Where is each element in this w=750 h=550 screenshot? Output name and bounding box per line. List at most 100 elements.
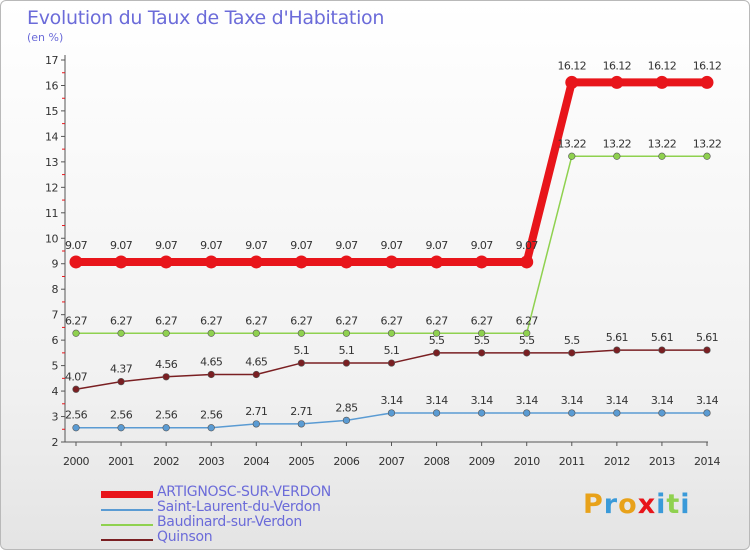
y-tick-label: 10: [45, 232, 58, 245]
legend-swatch: [101, 491, 153, 498]
data-point: [342, 416, 351, 424]
x-tick-label: 2005: [288, 455, 314, 468]
data-label: 13.22: [693, 137, 722, 150]
legend-swatch: [101, 524, 153, 526]
data-label: 3.14: [696, 394, 719, 407]
data-label: 4.37: [110, 363, 133, 376]
data-label: 5.61: [651, 331, 673, 344]
data-point: [610, 75, 624, 89]
data-label: 16.12: [558, 59, 587, 72]
logo-letter: o: [618, 489, 638, 520]
data-point: [523, 409, 531, 417]
x-tick-label: 2006: [333, 455, 359, 468]
data-label: 5.5: [564, 334, 580, 347]
data-point: [613, 346, 621, 354]
x-tick-label: 2002: [153, 455, 179, 468]
data-point: [613, 409, 621, 417]
data-point: [568, 349, 576, 357]
data-point: [430, 255, 444, 269]
x-tick-label: 2013: [649, 455, 675, 468]
data-point: [159, 255, 173, 269]
data-label: 3.14: [426, 394, 449, 407]
x-tick-label: 2003: [198, 455, 224, 468]
data-point: [432, 329, 441, 337]
data-label: 4.56: [155, 358, 178, 371]
data-label: 6.27: [335, 314, 358, 327]
y-tick-label: 13: [45, 156, 58, 169]
legend-label: Baudinard-sur-Verdon: [157, 514, 302, 530]
data-label: 2.85: [335, 401, 358, 414]
data-label: 9.07: [110, 239, 133, 252]
data-point: [252, 370, 260, 379]
data-label: 13.22: [603, 137, 632, 150]
data-label: 6.27: [245, 314, 268, 327]
data-label: 5.61: [696, 331, 718, 344]
data-point: [207, 329, 215, 337]
data-label: 5.5: [474, 334, 490, 347]
data-point: [207, 424, 215, 432]
data-point: [568, 152, 576, 160]
data-point: [162, 373, 170, 381]
data-label: 9.07: [380, 239, 403, 252]
data-label: 9.07: [290, 239, 313, 252]
data-label: 4.07: [65, 370, 88, 383]
logo-letter: r: [603, 489, 619, 520]
data-label: 9.07: [516, 239, 539, 252]
logo-letter: i: [680, 489, 691, 520]
legend-item: ARTIGNOSC-SUR-VERDON: [101, 484, 501, 501]
x-tick-label: 2014: [694, 455, 720, 468]
data-point: [658, 346, 666, 354]
data-label: 6.27: [110, 314, 133, 327]
logo-letter: i: [656, 489, 667, 520]
data-label: 2.56: [110, 409, 133, 422]
data-label: 2.56: [65, 409, 88, 422]
x-tick-label: 2000: [63, 455, 89, 468]
data-label: 5.1: [384, 344, 400, 357]
data-point: [162, 424, 170, 432]
legend-label: Quinson: [157, 529, 213, 545]
data-point: [114, 255, 128, 269]
chart-subtitle: (en %): [27, 31, 64, 44]
data-label: 2.71: [290, 405, 312, 418]
y-tick-label: 4: [52, 385, 59, 398]
legend-swatch: [101, 509, 153, 511]
x-tick-label: 2007: [379, 455, 405, 468]
data-label: 2.56: [200, 409, 223, 422]
y-tick-label: 12: [45, 181, 58, 194]
data-label: 9.07: [335, 239, 358, 252]
data-point: [565, 75, 579, 89]
data-point: [703, 152, 711, 160]
data-label: 3.14: [516, 394, 539, 407]
data-point: [249, 255, 263, 269]
data-point: [475, 255, 489, 269]
data-point: [387, 359, 396, 367]
data-label: 3.14: [561, 394, 584, 407]
data-label: 6.27: [65, 314, 88, 327]
y-tick-label: 9: [52, 258, 59, 271]
data-point: [703, 346, 711, 354]
logo-letter: t: [666, 489, 681, 520]
x-tick-label: 2010: [514, 455, 540, 468]
data-point: [72, 385, 80, 393]
legend-item: Baudinard-sur-Verdon: [101, 514, 501, 531]
data-point: [339, 255, 353, 269]
data-label: 9.07: [200, 239, 223, 252]
data-point: [162, 329, 170, 337]
data-point: [658, 409, 666, 417]
data-point: [523, 329, 531, 337]
data-point: [658, 152, 666, 160]
y-tick-label: 2: [52, 436, 59, 449]
data-label: 3.14: [380, 394, 403, 407]
data-point: [252, 420, 260, 428]
data-label: 16.12: [693, 59, 722, 72]
data-label: 9.07: [155, 239, 178, 252]
y-tick-label: 5: [52, 360, 59, 373]
data-point: [117, 424, 125, 432]
series-line: [76, 78, 707, 266]
logo-letter: P: [583, 489, 604, 520]
y-tick-label: 7: [52, 309, 59, 322]
data-label: 9.07: [65, 239, 88, 252]
x-tick-label: 2011: [559, 455, 585, 468]
data-label: 16.12: [603, 59, 632, 72]
data-label: 3.14: [651, 394, 674, 407]
